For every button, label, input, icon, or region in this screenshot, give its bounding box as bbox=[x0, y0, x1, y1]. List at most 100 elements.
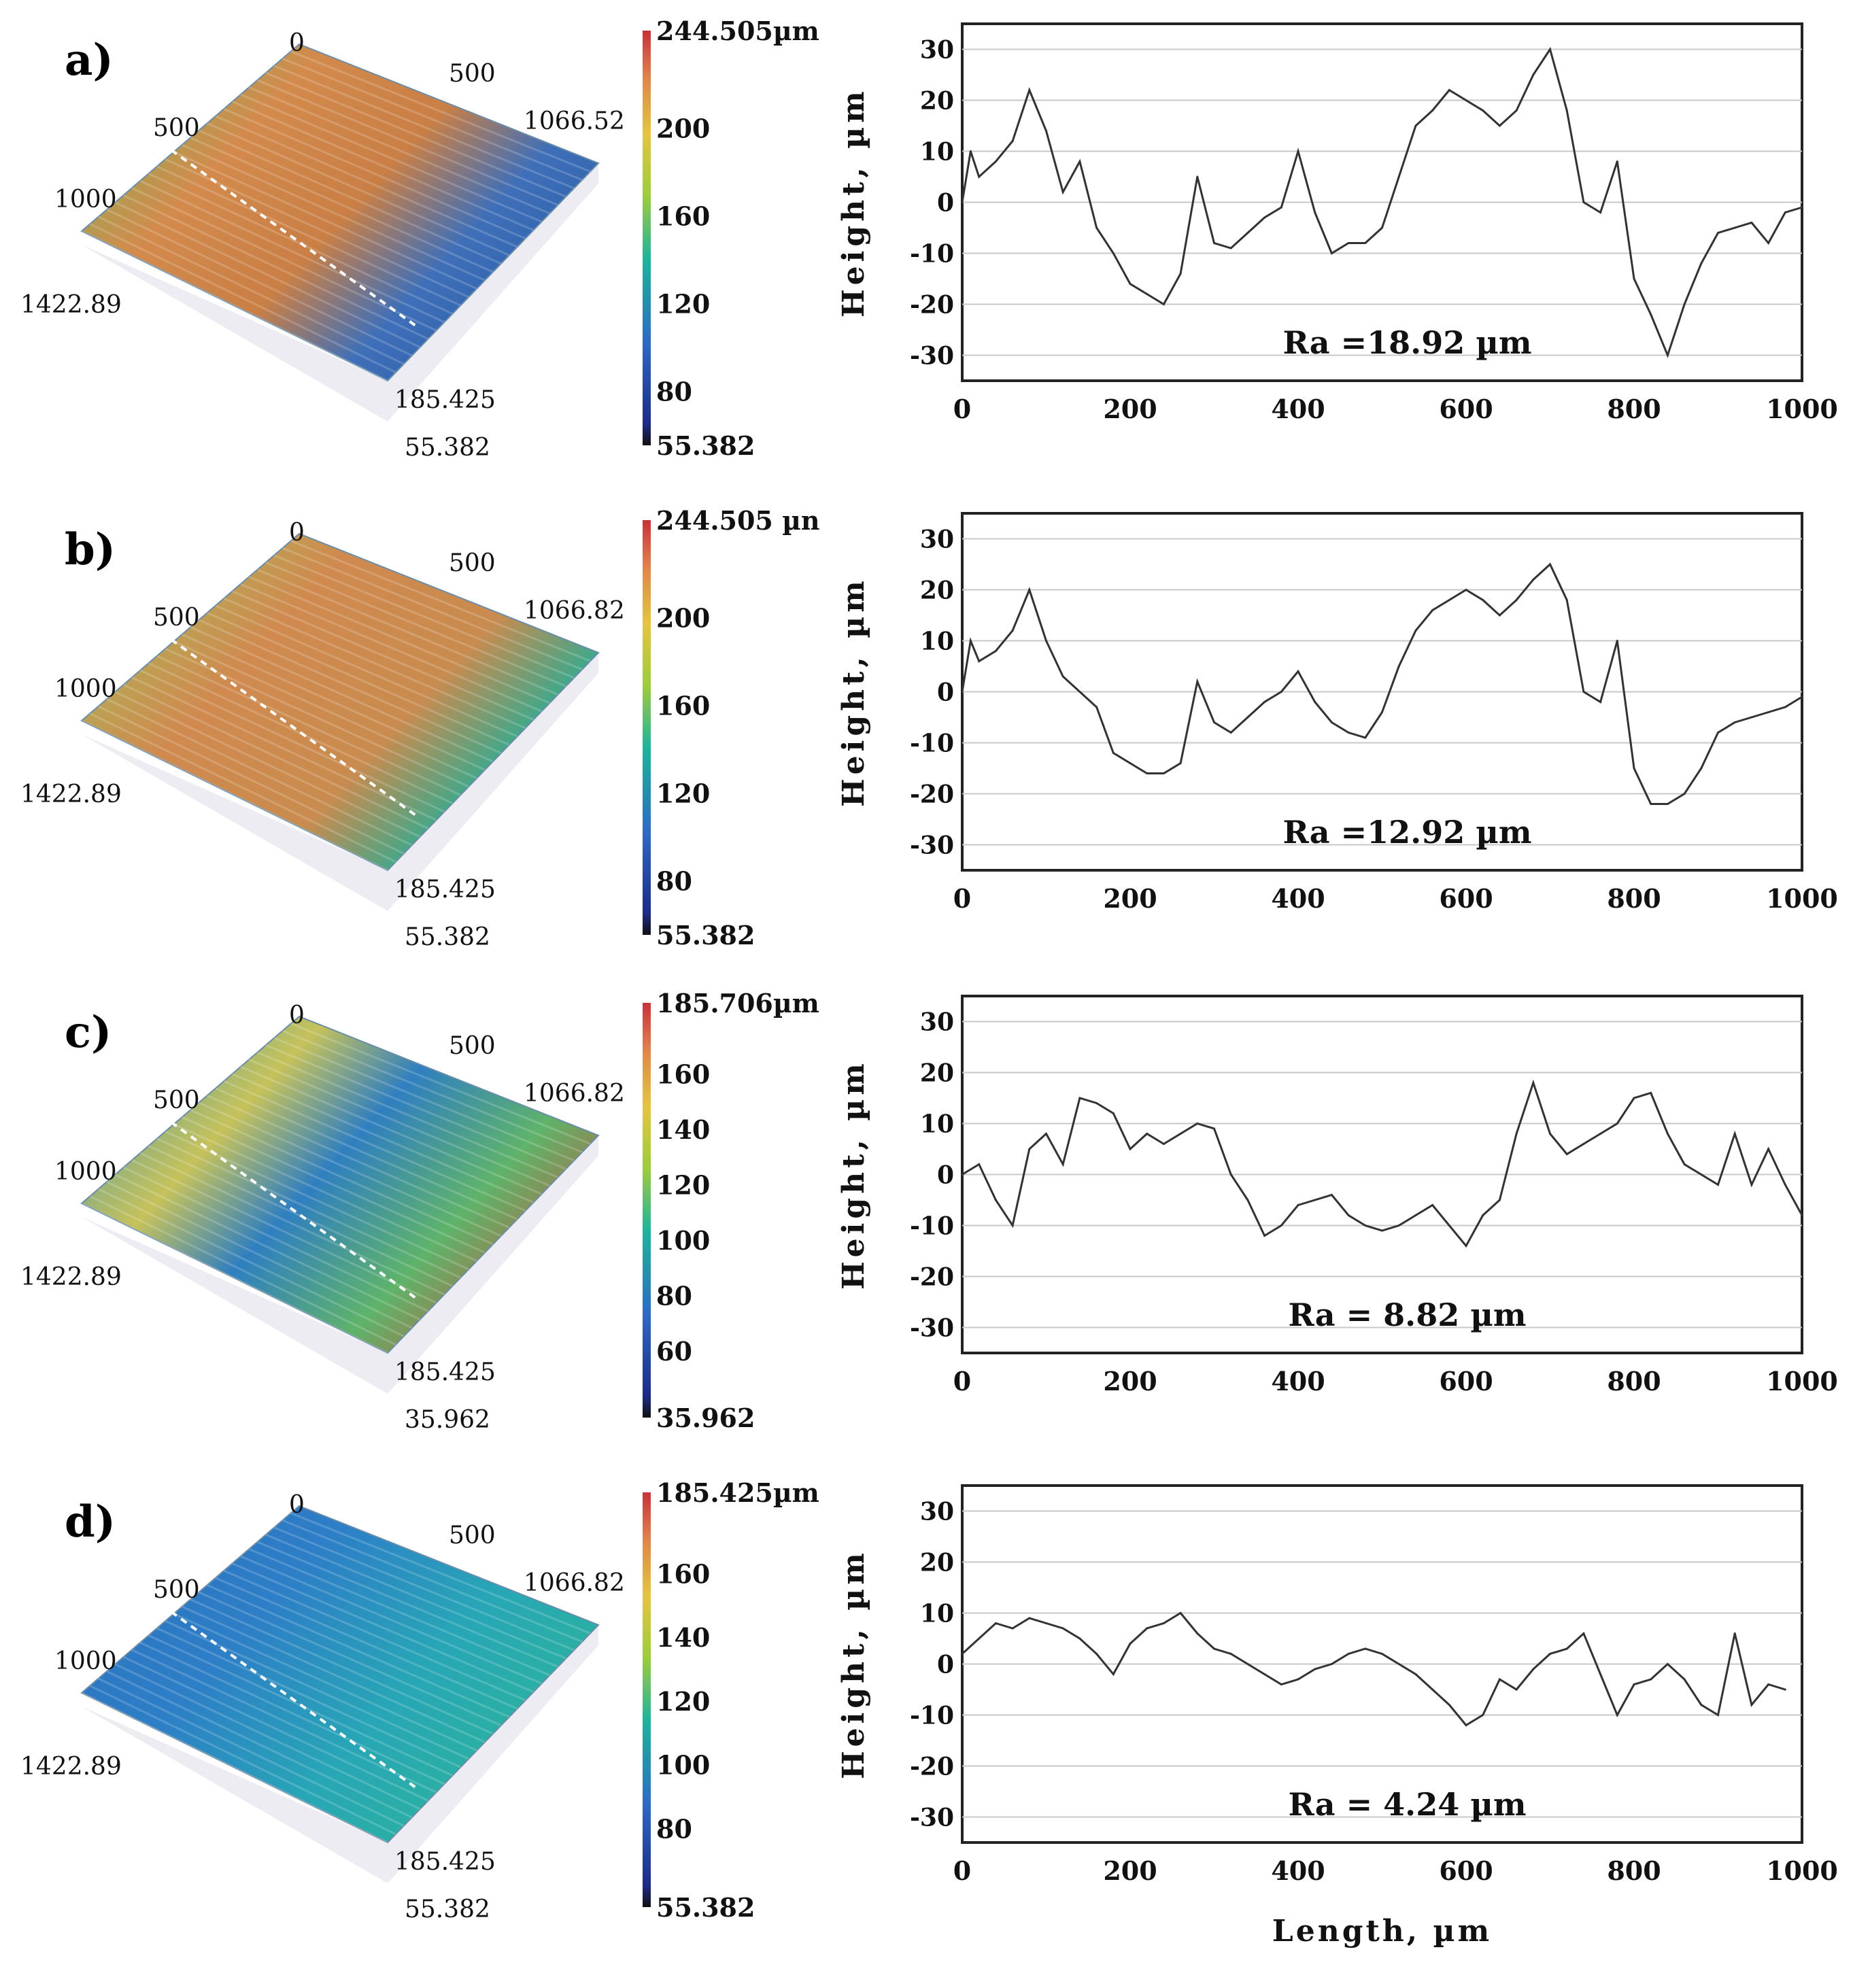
y-tick-label: 0 bbox=[937, 679, 954, 707]
profile-data-point bbox=[1448, 1704, 1450, 1706]
surface-texture bbox=[139, 669, 445, 813]
profile-data-point bbox=[961, 691, 964, 693]
surface-texture bbox=[97, 705, 405, 855]
profile-data-point bbox=[1700, 262, 1703, 264]
y-tick-label: -10 bbox=[910, 730, 954, 758]
surface-texture bbox=[198, 1591, 502, 1727]
surface-axis-label: 500 bbox=[153, 1576, 200, 1604]
x-tick-label: 800 bbox=[1607, 1366, 1661, 1396]
profile-data-point bbox=[1565, 599, 1568, 601]
colorbar-tick-label: 80 bbox=[656, 1281, 692, 1312]
profile-data-point bbox=[1414, 124, 1417, 127]
profile-data-point bbox=[1465, 99, 1467, 101]
surface-texture bbox=[106, 208, 413, 357]
surface-texture bbox=[182, 1605, 486, 1743]
surface-axis-label: 55.382 bbox=[405, 1896, 490, 1923]
profile-data-point bbox=[1196, 175, 1199, 178]
x-tick-label: 200 bbox=[1103, 883, 1157, 914]
profile-data-point bbox=[961, 201, 964, 203]
surface-texture bbox=[265, 561, 566, 687]
x-tick-label: 0 bbox=[953, 1855, 971, 1886]
surface-texture bbox=[122, 1656, 429, 1802]
surface-base bbox=[82, 1625, 598, 1883]
surface-texture bbox=[139, 1641, 445, 1785]
profile-data-point bbox=[1397, 1663, 1400, 1665]
y-tick-label: -30 bbox=[910, 832, 954, 860]
colorbar-tick-label: 244.505µm bbox=[656, 16, 819, 46]
profile-line-marker bbox=[170, 148, 416, 327]
surface-texture bbox=[282, 1029, 583, 1154]
x-tick-label: 1000 bbox=[1766, 883, 1838, 914]
profile-data-point bbox=[1582, 201, 1585, 203]
surface-texture bbox=[215, 604, 518, 738]
y-tick-label: 0 bbox=[937, 1161, 954, 1190]
surface-texture bbox=[81, 1202, 388, 1354]
surface-texture bbox=[89, 1195, 396, 1346]
ra-annotation: Ra =18.92 µm bbox=[1283, 324, 1532, 361]
surface-texture bbox=[256, 568, 558, 696]
profile-data-point bbox=[1112, 252, 1115, 254]
profile-data-point bbox=[1532, 579, 1535, 581]
surface-axis-label: 1422.89 bbox=[20, 291, 122, 319]
surface-texture bbox=[290, 1512, 591, 1634]
panel-1: a) 05001066.5250010001422.89185.42555.382… bbox=[20, 16, 1838, 462]
surface-texture bbox=[81, 719, 388, 872]
surface-texture bbox=[131, 1649, 437, 1794]
profile-data-point bbox=[1717, 1184, 1719, 1186]
surface-texture bbox=[122, 683, 429, 829]
colorbar-tick-label: 55.382 bbox=[656, 430, 755, 461]
profile-data-point bbox=[1650, 313, 1652, 315]
profile-data-point bbox=[1229, 732, 1232, 734]
surface-texture bbox=[198, 619, 502, 755]
profile-data-point bbox=[1078, 1097, 1081, 1099]
profile-data-point bbox=[1431, 1204, 1434, 1206]
profile-data-point bbox=[1482, 1214, 1484, 1216]
profile-data-point bbox=[1347, 1214, 1350, 1216]
profile-data-point bbox=[1213, 242, 1215, 244]
surface-axis-label: 1000 bbox=[54, 1158, 117, 1186]
profile-data-point bbox=[978, 1163, 981, 1165]
surface-texture bbox=[282, 547, 583, 671]
profile-data-point bbox=[1683, 1163, 1686, 1165]
surface-texture bbox=[207, 1583, 510, 1718]
surface-texture bbox=[97, 216, 405, 365]
colorbar-tick-label: 55.382 bbox=[656, 1892, 755, 1923]
x-tick-label: 600 bbox=[1439, 1855, 1493, 1886]
surface-axis-label: 1000 bbox=[54, 675, 117, 703]
profile-data-point bbox=[1196, 1122, 1199, 1125]
profile-data-point bbox=[1095, 1653, 1098, 1655]
surface-texture bbox=[173, 640, 477, 779]
profile-data-point bbox=[1700, 1704, 1703, 1706]
profile-data-point bbox=[978, 1637, 981, 1640]
surface-axis-label: 500 bbox=[153, 1086, 200, 1114]
surface-texture bbox=[248, 86, 551, 215]
profile-data-point bbox=[1381, 1653, 1383, 1655]
profile-data-point bbox=[994, 160, 997, 162]
colorbar-tick-label: 185.425µm bbox=[656, 1477, 819, 1508]
surface-texture bbox=[97, 1677, 405, 1827]
y-tick-label: 30 bbox=[920, 526, 954, 554]
surface-3d-map bbox=[80, 1505, 600, 1844]
profile-data-point bbox=[969, 640, 972, 642]
x-tick-label: 200 bbox=[1103, 1366, 1157, 1396]
profile-data-point bbox=[1750, 716, 1753, 719]
profile-data-point bbox=[1078, 160, 1081, 162]
profile-data-point bbox=[1431, 609, 1434, 611]
surface-texture bbox=[240, 1555, 543, 1685]
surface-texture bbox=[231, 1073, 534, 1203]
profile-data-point bbox=[1700, 1173, 1703, 1176]
surface-texture bbox=[81, 1692, 388, 1844]
surface-texture bbox=[139, 179, 445, 324]
surface-base bbox=[82, 653, 598, 911]
panel-2: b) 05001066.8250010001422.89185.42555.382… bbox=[20, 505, 1838, 951]
y-tick-label: -20 bbox=[910, 781, 954, 809]
surface-texture bbox=[190, 626, 494, 763]
profile-data-point bbox=[1582, 691, 1585, 693]
profile-data-point bbox=[1767, 1683, 1770, 1685]
profile-data-point bbox=[1280, 206, 1282, 209]
surface-axis-label: 500 bbox=[449, 549, 496, 577]
x-axis-label: Length, µm bbox=[1272, 1914, 1492, 1949]
y-tick-label: 20 bbox=[920, 1059, 954, 1088]
profile-data-point bbox=[1465, 589, 1467, 591]
profile-data-point bbox=[1498, 124, 1501, 127]
